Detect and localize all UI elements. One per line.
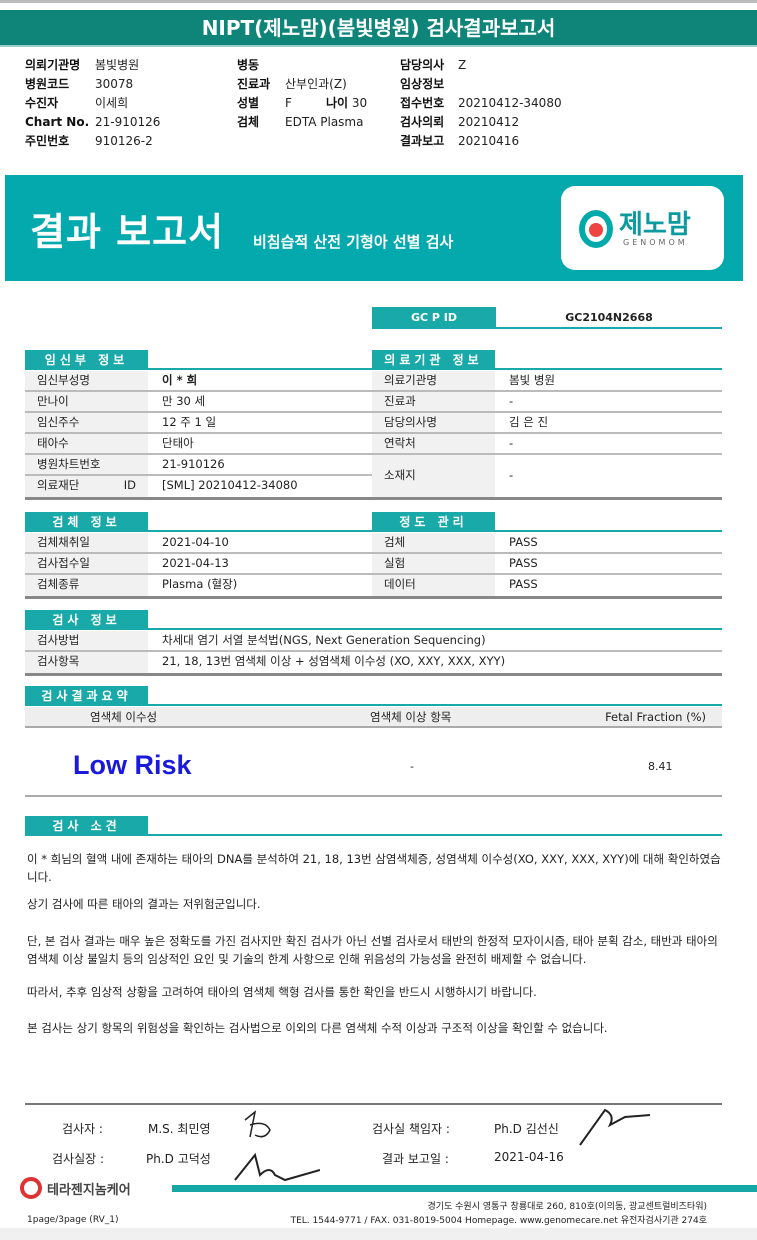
signature-images — [234, 1110, 320, 1182]
page-number: 1page/3page (RV_1) — [27, 1215, 119, 1225]
table-row: 검체종류 Plasma (혈장) — [25, 575, 372, 596]
header-field: 성별 F — [237, 96, 292, 110]
pregnant-table: 임신부성명 이 * 희 만나이 만 30 세 임신주수 12 주 1 일 태아수 단태아 병원차… — [25, 371, 372, 500]
header-field: 수진자 이세희 — [25, 96, 129, 110]
gcp-id: GC P ID GC2104N2668 — [372, 307, 722, 329]
logo-fetus-icon — [589, 223, 603, 237]
pregnant-section-header: 임신부 정보 — [25, 350, 372, 370]
specimen-section-header: 검체 정보 — [25, 512, 372, 532]
summary-section-header: 검사결과요약 — [25, 686, 722, 706]
logo-mother-icon — [579, 210, 613, 248]
banner-subtitle: 비침습적 산전 기형아 선별 검사 — [253, 233, 454, 251]
summary-header: 염색체 이수성 염색체 이상 항목 Fetal Fraction (%) — [25, 707, 722, 728]
header-field: 접수번호 20210412-34080 — [400, 96, 562, 110]
table-row: 태아수 단태아 — [25, 434, 372, 455]
qc-section-header: 정도 관리 — [372, 512, 722, 532]
company-name: 테라젠지놈케어 — [47, 1183, 131, 1198]
address: 경기도 수원시 영통구 창룡대로 260, 810호(이의동, 광교센트럴비즈타… — [427, 1202, 707, 1212]
report-title: NIPT(제노맘)(봄빛병원) 검사결과보고서 — [0, 10, 757, 47]
banner-title: 결과 보고서 — [30, 210, 225, 254]
opinion-paragraph: 상기 검사에 따른 태아의 결과는 저위험군입니다. — [27, 897, 261, 911]
table-row: 실험 PASS — [372, 554, 722, 575]
table-row: 검사접수일 2021-04-13 — [25, 554, 372, 575]
table-row: 검사방법 차세대 염기 서열 분석법(NGS, Next Generation S… — [25, 631, 722, 652]
risk-result: Low Risk — [73, 750, 192, 780]
table-row: 데이터 PASS — [372, 575, 722, 596]
divider — [25, 1103, 722, 1105]
result-banner: 결과 보고서 비침습적 산전 기형아 선별 검사 제노맘 GENOMOM — [5, 175, 743, 281]
test-section-header: 검사 정보 — [25, 610, 722, 630]
contact: TEL. 1544-9771 / FAX. 031-8019-5004 Home… — [290, 1216, 707, 1226]
opinion-paragraph: 따라서, 추후 임상적 상황을 고려하여 태아의 염색체 핵형 검사를 통한 확… — [27, 985, 537, 999]
table-row: 담당의사명 김 은 진 — [372, 413, 722, 434]
report-date: 2021-04-16 — [494, 1150, 564, 1164]
tester-name: M.S. 최민영 — [148, 1122, 211, 1136]
header-field: 결과보고 20210416 — [400, 134, 520, 148]
header-field: 임상정보 — [400, 77, 445, 91]
fetal-fraction: 8.41 — [648, 760, 673, 773]
institution-table: 의료기관명 봄빛 병원 진료과 - 담당의사명 김 은 진 연락처 - 소재지 - — [372, 371, 722, 500]
abnormal-items: - — [410, 760, 414, 773]
table-row: 검체채취일 2021-04-10 — [25, 533, 372, 554]
qc-table: 검체 PASS 실험 PASS 데이터 PASS — [372, 533, 722, 599]
header-field: 검사의뢰 20210412 — [400, 115, 520, 129]
signature-image — [579, 1108, 651, 1146]
table-row: 연락처 - — [372, 434, 722, 455]
table-row: 임신주수 12 주 1 일 — [25, 413, 372, 434]
company-logo-icon — [20, 1177, 42, 1199]
table-row: 검사항목 21, 18, 13번 염색체 이상 + 성염색체 이수성 (XO, X… — [25, 652, 722, 673]
table-row: 만나이 만 30 세 — [25, 392, 372, 413]
header-field: 병동 — [237, 58, 260, 72]
test-table: 검사방법 차세대 염기 서열 분석법(NGS, Next Generation S… — [25, 631, 722, 676]
table-row: 검체 PASS — [372, 533, 722, 554]
table-row: 진료과 - — [372, 392, 722, 413]
header-field: 의뢰기관명 봄빛병원 — [25, 58, 140, 72]
footer-bar — [172, 1185, 757, 1192]
header-field: 병원코드 30078 — [25, 77, 134, 91]
header-field: 검체 EDTA Plasma — [237, 115, 364, 129]
header-field: Chart No. 21-910126 — [25, 115, 161, 129]
genomom-logo: 제노맘 GENOMOM — [561, 186, 724, 270]
specimen-table: 검체채취일 2021-04-10 검사접수일 2021-04-13 검체종류 Plasma… — [25, 533, 372, 599]
page-bottom — [0, 1228, 757, 1240]
opinion-section-header: 검사 소견 — [25, 816, 722, 836]
header-age: 나이 30 — [326, 96, 368, 110]
director-name: Ph.D 고덕성 — [146, 1152, 211, 1166]
opinion-paragraph: 이 * 희님의 혈액 내에 존재하는 태아의 DNA를 분석하여 21, 18,… — [27, 852, 721, 884]
manager-name: Ph.D 김선신 — [494, 1122, 559, 1136]
table-row: 임신부성명 이 * 희 — [25, 371, 372, 392]
header-field: 진료과 산부인과(Z) — [237, 77, 347, 91]
header-field: 주민번호 910126-2 — [25, 134, 153, 148]
header-field: 담당의사 Z — [400, 58, 467, 72]
table-row: 의료재단 ID [SML] 20210412-34080 — [25, 476, 372, 497]
table-row: 소재지 - — [372, 455, 722, 497]
table-row: 병원차트번호 21-910126 — [25, 455, 372, 476]
top-border — [0, 0, 757, 3]
opinion-paragraph: 본 검사는 상기 항목의 위험성을 확인하는 검사법으로 이외의 다른 염색체 … — [27, 1021, 608, 1035]
institution-section-header: 의료기관 정보 — [372, 350, 722, 370]
table-row: 의료기관명 봄빛 병원 — [372, 371, 722, 392]
divider — [25, 795, 722, 797]
opinion-paragraph: 단, 본 검사 결과는 매우 높은 정확도를 가진 검사지만 확진 검사가 아닌… — [27, 934, 718, 966]
